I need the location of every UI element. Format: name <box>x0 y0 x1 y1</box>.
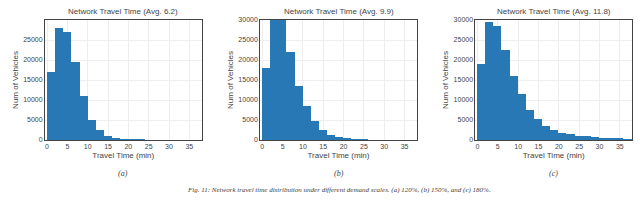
svg-text:Network Travel Time (Avg. 9.9): Network Travel Time (Avg. 9.9) <box>284 7 394 16</box>
svg-text:10000: 10000 <box>454 96 474 103</box>
svg-text:35: 35 <box>185 143 193 150</box>
svg-text:0: 0 <box>476 143 480 150</box>
svg-text:20: 20 <box>340 143 348 150</box>
svg-text:15: 15 <box>535 143 543 150</box>
svg-text:0: 0 <box>39 136 43 143</box>
svg-text:10000: 10000 <box>23 96 43 103</box>
svg-text:5000: 5000 <box>27 116 43 123</box>
svg-text:15000: 15000 <box>238 76 258 83</box>
svg-text:Num of Vehicles: Num of Vehicles <box>441 51 450 109</box>
svg-text:10000: 10000 <box>238 96 258 103</box>
svg-text:0: 0 <box>469 136 473 143</box>
svg-text:15: 15 <box>319 143 327 150</box>
svg-text:5: 5 <box>496 143 500 150</box>
svg-text:35: 35 <box>401 143 409 150</box>
svg-text:25000: 25000 <box>454 36 474 43</box>
svg-text:15000: 15000 <box>454 76 474 83</box>
svg-text:30000: 30000 <box>454 16 474 23</box>
svg-text:15: 15 <box>104 143 112 150</box>
svg-text:Network Travel Time (Avg. 6.2): Network Travel Time (Avg. 6.2) <box>68 7 178 16</box>
svg-text:0: 0 <box>260 143 264 150</box>
svg-text:20000: 20000 <box>238 56 258 63</box>
svg-text:Network Travel Time (Avg. 11.8: Network Travel Time (Avg. 11.8) <box>497 7 611 16</box>
svg-text:20: 20 <box>124 143 132 150</box>
svg-text:10: 10 <box>299 143 307 150</box>
svg-text:25000: 25000 <box>23 36 43 43</box>
svg-text:30: 30 <box>380 143 388 150</box>
svg-text:0: 0 <box>45 143 49 150</box>
svg-text:20000: 20000 <box>23 56 43 63</box>
svg-text:Travel Time (min): Travel Time (min) <box>92 151 154 160</box>
svg-text:20: 20 <box>555 143 563 150</box>
svg-text:25: 25 <box>575 143 583 150</box>
svg-text:Travel Time (min): Travel Time (min) <box>308 151 370 160</box>
svg-text:25: 25 <box>360 143 368 150</box>
svg-text:30: 30 <box>596 143 604 150</box>
svg-text:15000: 15000 <box>23 76 43 83</box>
svg-text:(c): (c) <box>549 169 558 178</box>
svg-text:0: 0 <box>254 136 258 143</box>
svg-text:10: 10 <box>514 143 522 150</box>
svg-text:20000: 20000 <box>454 56 474 63</box>
svg-text:25: 25 <box>145 143 153 150</box>
svg-text:25000: 25000 <box>238 36 258 43</box>
svg-text:10: 10 <box>84 143 92 150</box>
svg-text:Num of Vehicles: Num of Vehicles <box>226 51 235 109</box>
svg-text:(a): (a) <box>118 169 128 178</box>
svg-text:35: 35 <box>616 143 624 150</box>
svg-text:5: 5 <box>65 143 69 150</box>
svg-text:Travel Time (min): Travel Time (min) <box>523 151 585 160</box>
svg-text:30000: 30000 <box>238 16 258 23</box>
svg-text:(b): (b) <box>334 169 344 178</box>
svg-text:5000: 5000 <box>242 116 258 123</box>
svg-text:30: 30 <box>165 143 173 150</box>
svg-text:5000: 5000 <box>457 116 473 123</box>
svg-text:5: 5 <box>281 143 285 150</box>
svg-text:Num of Vehicles: Num of Vehicles <box>11 51 20 109</box>
svg-text:Fig. 11: Network travel time d: Fig. 11: Network travel time distributio… <box>187 186 491 194</box>
